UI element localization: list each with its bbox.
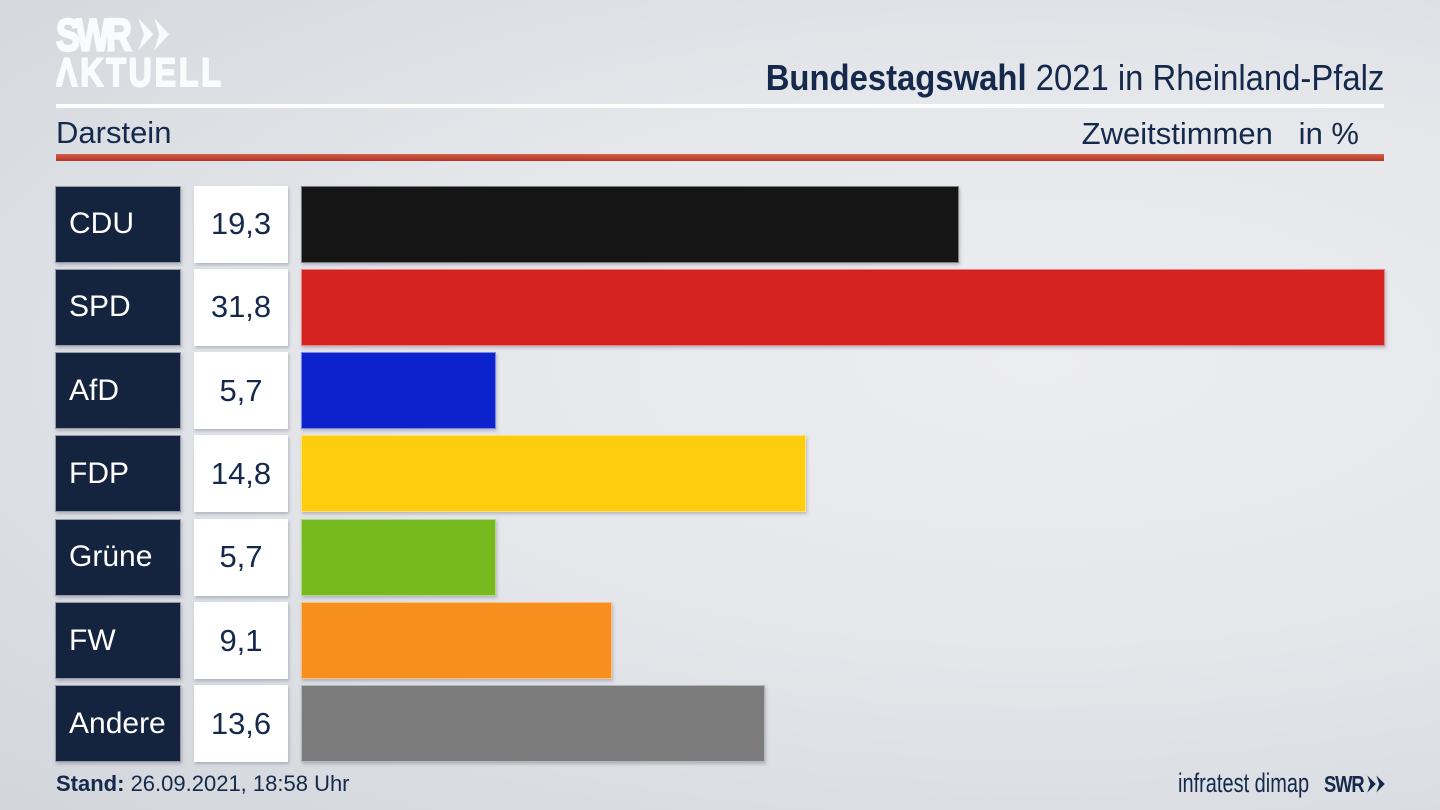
svg-text:ΛKTUELL: ΛKTUELL	[56, 50, 221, 90]
svg-text:SWR: SWR	[56, 14, 132, 60]
svg-text:SWR: SWR	[1324, 775, 1365, 793]
